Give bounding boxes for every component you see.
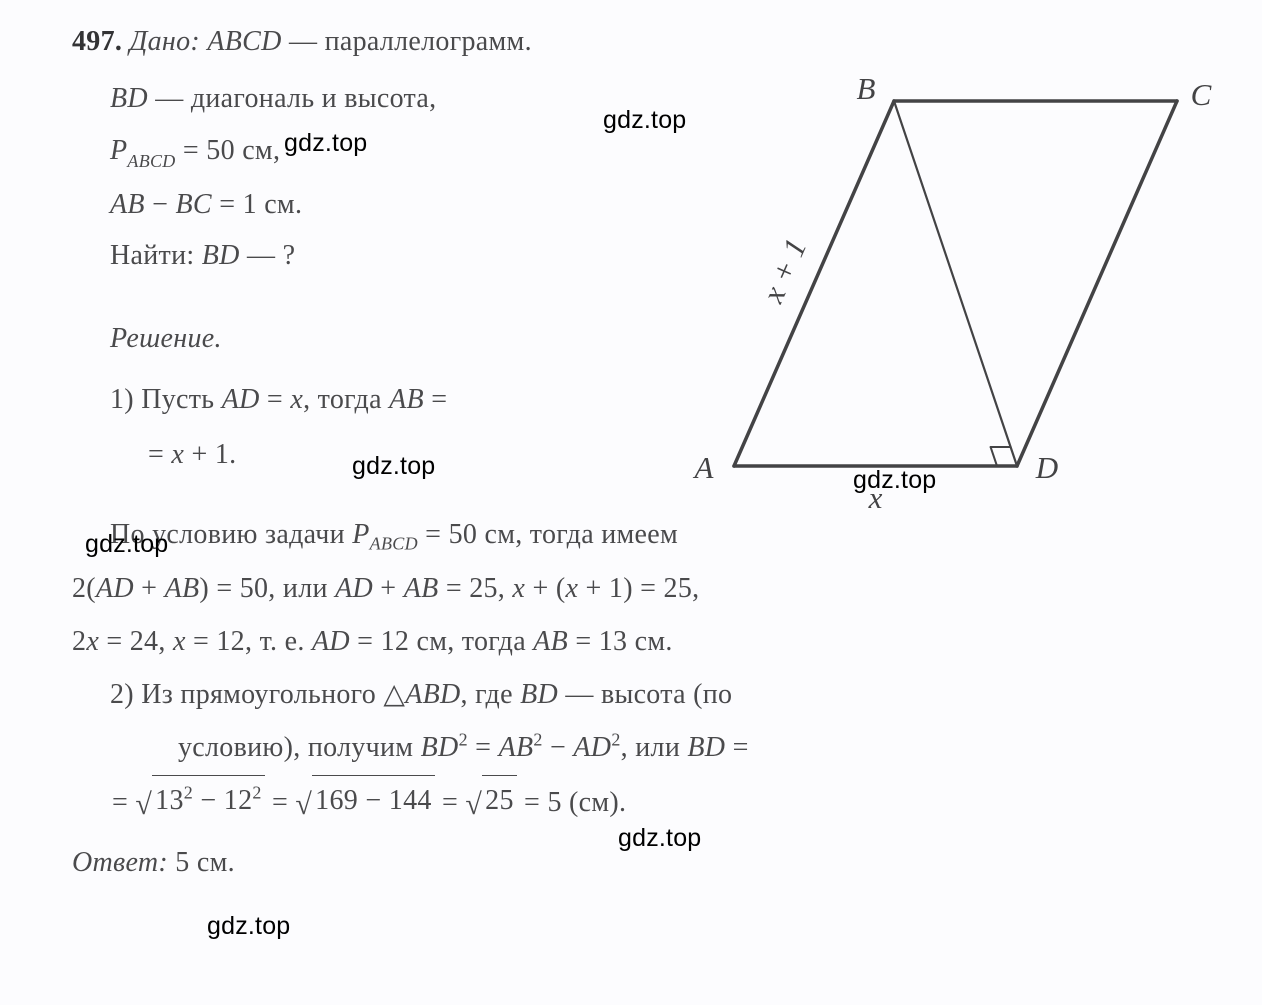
solution-body: По условию задачи PABCD = 50 см, тогда и… xyxy=(72,510,1214,829)
svg-text:B: B xyxy=(857,71,876,106)
given-line-1: BD — диагональ и высота, xyxy=(72,80,632,118)
top-block: BD — диагональ и высота, PABCD = 50 см, … xyxy=(72,80,1214,510)
problem-number: 497. xyxy=(72,26,122,57)
step-2-line-1: 2) Из прямоугольного △ABD, где BD — высо… xyxy=(72,670,1214,719)
svg-text:A: A xyxy=(693,450,715,485)
sqrt-3: √25 xyxy=(465,776,516,829)
watermark: gdz.top xyxy=(352,452,435,481)
watermark: gdz.top xyxy=(603,106,686,135)
body-line-2: 2(AD + AB) = 50, или AD + AB = 25, x + (… xyxy=(72,564,1214,613)
svg-text:x + 1: x + 1 xyxy=(755,233,814,308)
watermark: gdz.top xyxy=(618,824,701,853)
sqrt-1: √132 − 122 xyxy=(135,776,264,829)
given-line-3: AB − BC = 1 см. xyxy=(72,186,632,224)
shape-type: — параллелограмм. xyxy=(289,26,532,57)
watermark: gdz.top xyxy=(207,912,290,941)
find-line: Найти: BD — ? xyxy=(72,237,632,275)
step-2-line-2: условию), получим BD2 = AB2 − AD2, или B… xyxy=(72,723,1214,772)
watermark: gdz.top xyxy=(85,530,168,559)
given-label: Дано: xyxy=(130,26,201,57)
parallelogram-diagram: ABCDxx + 1 xyxy=(684,56,1214,526)
watermark: gdz.top xyxy=(853,466,936,495)
diagram-wrap: ABCDxx + 1 xyxy=(652,80,1214,510)
solution-heading: Решение. xyxy=(72,323,632,355)
body-line-3: 2x = 24, x = 12, т. е. AD = 12 см, тогда… xyxy=(72,617,1214,666)
page-content: 497. Дано: ABCD — параллелограмм. BD — д… xyxy=(72,26,1214,879)
step-1-line-1: 1) Пусть AD = x, тогда AB = xyxy=(72,375,632,424)
watermark: gdz.top xyxy=(284,129,367,158)
svg-text:C: C xyxy=(1191,77,1212,112)
step-2-line-3: = √132 − 122 = √169 − 144 = √25 = 5 (см)… xyxy=(72,776,1214,829)
svg-text:D: D xyxy=(1035,450,1058,485)
shape-name: ABCD xyxy=(207,26,281,57)
sqrt-2: √169 − 144 xyxy=(295,776,434,829)
problem-header: 497. Дано: ABCD — параллелограмм. xyxy=(72,26,1214,58)
